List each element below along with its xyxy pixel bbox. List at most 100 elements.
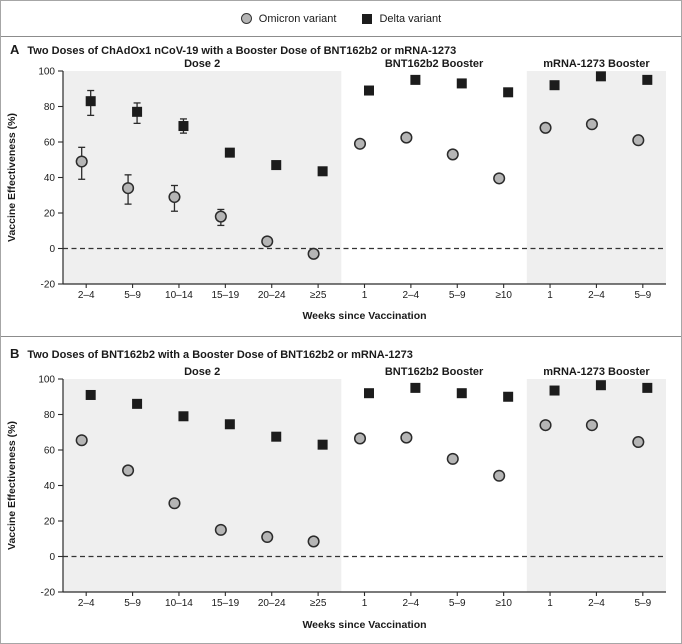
x-tick-label: 15–19	[211, 598, 239, 609]
y-axis-title: Vaccine Effectiveness (%)	[6, 421, 18, 550]
panel-b-label: B	[10, 346, 20, 361]
delta-point	[317, 439, 328, 450]
delta-point	[595, 380, 606, 391]
delta-point	[503, 391, 514, 402]
x-tick-label: 2–4	[78, 290, 95, 301]
delta-point	[178, 411, 189, 422]
y-tick-label: 20	[44, 209, 56, 220]
x-tick-label: ≥10	[495, 598, 512, 609]
omicron-point	[122, 182, 135, 195]
omicron-point	[400, 131, 413, 144]
x-tick-label: 5–9	[634, 290, 651, 301]
x-tick-label: 1	[362, 598, 368, 609]
delta-point	[456, 78, 467, 89]
y-tick-label: 100	[38, 375, 55, 386]
omicron-point	[493, 172, 506, 185]
x-tick-label: 15–19	[211, 290, 239, 301]
omicron-point	[493, 469, 506, 482]
section-background	[526, 379, 666, 592]
x-tick-label: 2–4	[403, 598, 420, 609]
section-title: BNT162b2 Booster	[385, 366, 484, 378]
omicron-point	[585, 118, 598, 131]
panel-b-title: Two Doses of BNT162b2 with a Booster Dos…	[27, 349, 413, 361]
delta-point	[410, 382, 421, 393]
omicron-point	[214, 210, 227, 223]
section-background	[63, 71, 342, 284]
x-tick-label: 2–4	[403, 290, 420, 301]
legend-label-omicron: Omicron variant	[258, 12, 337, 25]
omicron-point	[539, 121, 552, 134]
x-tick-label: 2–4	[588, 290, 605, 301]
section-background	[63, 379, 342, 592]
x-axis-title: Weeks since Vaccination	[302, 310, 426, 322]
y-tick-label: -20	[41, 280, 56, 291]
legend-item-omicron: Omicron variant	[240, 12, 337, 25]
y-tick-label: 0	[49, 244, 55, 255]
delta-point	[224, 147, 235, 158]
delta-point	[364, 85, 374, 96]
delta-point	[85, 96, 96, 107]
x-tick-label: 1	[547, 598, 553, 609]
section-title: mRNA-1273 Booster	[543, 366, 650, 378]
legend-item-delta: Delta variant	[362, 13, 441, 25]
y-tick-label: 40	[44, 481, 56, 492]
section-background	[526, 71, 666, 284]
legend: Omicron variant Delta variant	[1, 1, 681, 37]
y-tick-label: 40	[44, 173, 56, 184]
omicron-point	[400, 431, 413, 444]
x-tick-label: 5–9	[124, 290, 141, 301]
delta-point	[364, 388, 374, 399]
delta-point	[549, 385, 560, 396]
y-tick-label: 80	[44, 410, 56, 421]
x-axis-title: Weeks since Vaccination	[302, 619, 426, 631]
y-tick-label: 80	[44, 102, 56, 113]
x-tick-label: 5–9	[634, 598, 651, 609]
x-tick-label: ≥25	[310, 598, 327, 609]
x-tick-label: 20–24	[258, 598, 286, 609]
omicron-point	[261, 235, 274, 248]
y-tick-label: 0	[49, 552, 55, 563]
omicron-point	[307, 535, 320, 548]
omicron-point	[261, 530, 274, 544]
legend-label-delta: Delta variant	[379, 12, 442, 25]
x-tick-label: 2–4	[588, 598, 605, 609]
omicron-point	[75, 155, 88, 168]
section-title: Dose 2	[184, 58, 220, 70]
delta-point	[224, 419, 235, 430]
x-tick-label: 10–14	[165, 290, 193, 301]
panel-b-plot: Dose 2 BNT162b2 Booster mRNA-1273 Booster 1…	[6, 366, 666, 631]
omicron-marker-icon	[240, 13, 252, 24]
omicron-point	[632, 134, 645, 147]
y-tick-label: 60	[44, 446, 56, 457]
y-tick-label: 20	[44, 517, 56, 528]
y-tick-label: 60	[44, 138, 56, 149]
delta-point	[178, 121, 189, 132]
delta-point	[410, 74, 421, 85]
delta-point	[132, 106, 143, 117]
section-title: mRNA-1273 Booster	[543, 58, 650, 70]
delta-point	[271, 160, 282, 171]
x-tick-label: ≥10	[495, 290, 512, 301]
omicron-point	[214, 523, 227, 536]
panel-a: A Two Doses of ChAdOx1 nCoV-19 with a Bo…	[1, 37, 681, 337]
delta-point	[132, 398, 143, 409]
omicron-point	[75, 434, 88, 447]
panel-a-header: A Two Doses of ChAdOx1 nCoV-19 with a Bo…	[10, 42, 456, 57]
omicron-point	[122, 464, 135, 477]
panel-a-label: A	[10, 42, 20, 57]
delta-point	[595, 71, 606, 82]
omicron-point	[353, 432, 367, 445]
section-title: Dose 2	[184, 366, 220, 378]
panel-b-header: B Two Doses of BNT162b2 with a Booster D…	[10, 346, 413, 361]
delta-point	[549, 80, 560, 91]
delta-point	[85, 389, 96, 400]
x-tick-label: ≥25	[310, 290, 327, 301]
panel-b: B Two Doses of BNT162b2 with a Booster D…	[1, 337, 681, 642]
section-title: BNT162b2 Booster	[385, 58, 484, 70]
omicron-point	[446, 148, 459, 161]
delta-point	[317, 166, 328, 177]
delta-marker-icon	[362, 13, 373, 24]
omicron-point	[168, 497, 181, 510]
omicron-point	[307, 247, 320, 260]
